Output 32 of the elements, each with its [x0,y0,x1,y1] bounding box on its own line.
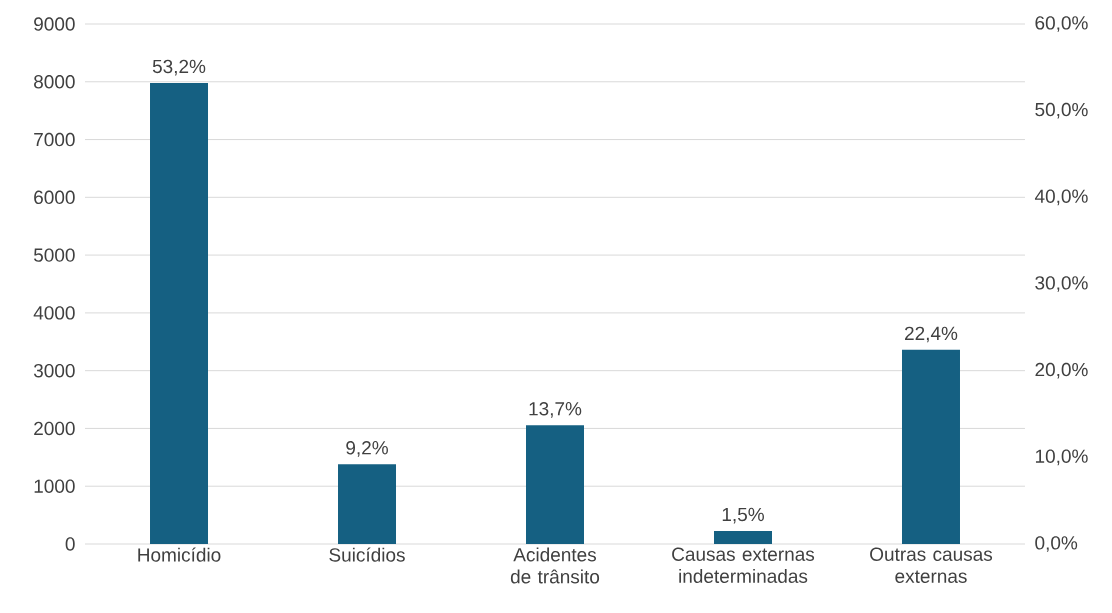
x-tick-label: Suicídios [329,547,405,562]
y-tick-label: 9000 [34,17,75,31]
y-tick-label: 7000 [34,132,75,147]
x-tick-label: Acidentes de trânsito [510,547,600,584]
y2-tick-label: 20,0% [1035,362,1088,379]
x-tick-label: Homicídio [138,547,221,562]
x-tick-label: Causas externas indeterminadas [672,547,815,583]
y-tick-label: 1000 [34,479,75,493]
x-tick-label: Outras causas externas [870,547,993,583]
y-tick-label: 4000 [33,306,75,320]
y2-tick-label: 40,0% [1034,189,1088,206]
data-label: 13,7% [529,402,582,418]
data-label: 53,2% [152,59,206,76]
bar [902,349,960,544]
y-tick-label: 0 [65,537,75,551]
y-tick-label: 3000 [33,363,75,378]
data-label: 1,5% [722,507,764,524]
y-tick-label: 8000 [34,75,75,89]
y-tick-label: 5000 [33,248,75,262]
y2-tick-label: 50,0% [1035,102,1088,119]
y2-tick-label: 0,0% [1035,536,1078,552]
bar [338,464,396,544]
bar [150,82,209,544]
y2-tick-label: 10,0% [1035,449,1088,466]
data-label: 22,4% [905,326,958,343]
y-tick-label: 6000 [34,190,75,205]
bar [714,530,772,544]
data-label: 9,2% [346,441,388,457]
bar [526,425,584,544]
y-tick-label: 2000 [34,421,75,436]
y2-tick-label: 30,0% [1035,276,1088,292]
y2-tick-label: 60,0% [1035,16,1088,32]
